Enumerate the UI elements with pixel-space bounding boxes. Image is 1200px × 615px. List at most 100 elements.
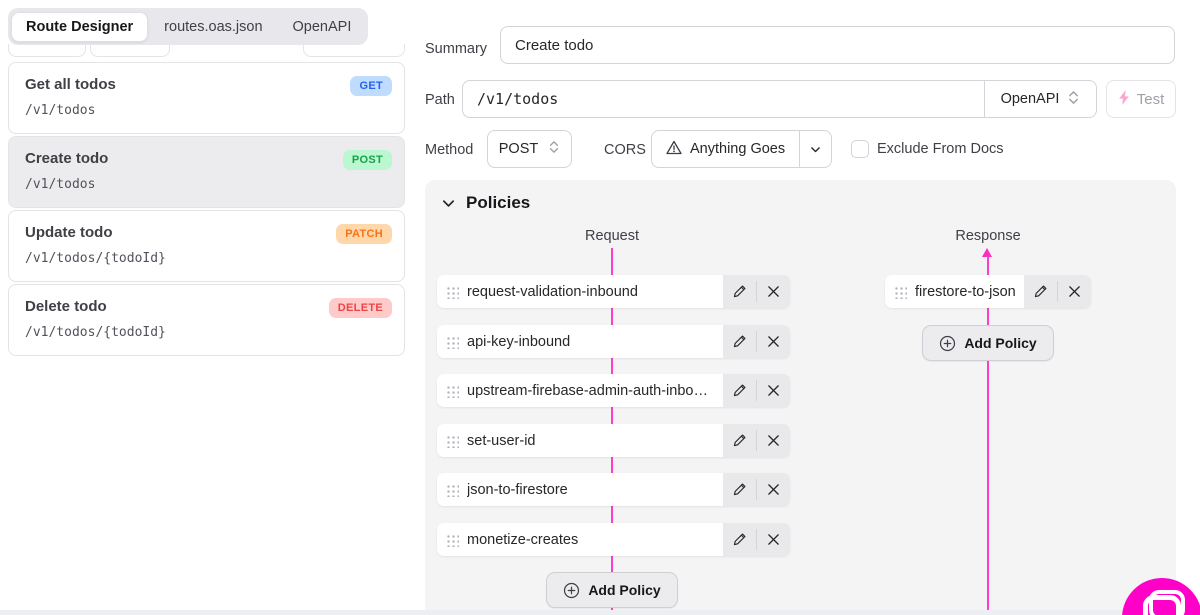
cors-select[interactable]: Anything Goes xyxy=(651,130,833,168)
cors-select-value: Anything Goes xyxy=(690,141,786,157)
summary-input[interactable]: Create todo xyxy=(500,26,1175,64)
policy-row-firestore-to-json[interactable]: firestore-to-json xyxy=(885,275,1091,308)
route-card-create-todo[interactable]: Create todo POST /v1/todos xyxy=(8,136,405,208)
policy-row-monetize-creates[interactable]: monetize-creates xyxy=(437,523,790,556)
add-policy-label: Add Policy xyxy=(588,582,661,598)
chevron-updown-icon xyxy=(1067,90,1080,109)
divider xyxy=(756,331,757,352)
remove-policy-button[interactable] xyxy=(757,424,790,457)
drag-handle-icon[interactable] xyxy=(445,482,459,497)
route-path: /v1/todos xyxy=(25,103,96,118)
sidebar-cutoff-button-1[interactable] xyxy=(8,44,86,57)
plus-circle-icon xyxy=(564,582,580,598)
route-card-get-all-todos[interactable]: Get all todos GET /v1/todos xyxy=(8,62,405,134)
route-path: /v1/todos/{todoId} xyxy=(25,325,166,340)
path-label: Path xyxy=(425,92,455,108)
policy-name: request-validation-inbound xyxy=(467,283,638,300)
route-card-delete-todo[interactable]: Delete todo DELETE /v1/todos/{todoId} xyxy=(8,284,405,356)
divider xyxy=(1057,281,1058,302)
route-path: /v1/todos/{todoId} xyxy=(25,251,166,266)
right-gutter xyxy=(1176,0,1200,615)
chevron-down-icon xyxy=(442,199,455,207)
test-button[interactable]: Test xyxy=(1106,80,1176,118)
drag-handle-icon[interactable] xyxy=(893,284,907,299)
policies-panel: Policies Request Response request-valida… xyxy=(425,180,1176,613)
policy-name: api-key-inbound xyxy=(467,333,571,350)
policy-row-set-user-id[interactable]: set-user-id xyxy=(437,424,790,457)
add-response-policy-button[interactable]: Add Policy xyxy=(922,325,1054,361)
remove-policy-button[interactable] xyxy=(757,374,790,407)
remove-policy-button[interactable] xyxy=(757,473,790,506)
route-path: /v1/todos xyxy=(25,177,96,192)
path-input[interactable]: /v1/todos xyxy=(477,90,559,108)
tab-route-designer[interactable]: Route Designer xyxy=(11,11,149,42)
remove-policy-button[interactable] xyxy=(757,325,790,358)
drag-handle-icon[interactable] xyxy=(445,284,459,299)
remove-policy-button[interactable] xyxy=(1058,275,1091,308)
cors-select-main: Anything Goes xyxy=(652,131,799,167)
request-column-label: Request xyxy=(584,228,640,244)
route-card-update-todo[interactable]: Update todo PATCH /v1/todos/{todoId} xyxy=(8,210,405,282)
policy-row-json-to-firestore[interactable]: json-to-firestore xyxy=(437,473,790,506)
policy-actions xyxy=(723,424,790,457)
route-title: Get all todos xyxy=(25,76,116,93)
sidebar-cutoff-button-3[interactable] xyxy=(303,44,405,57)
edit-policy-button[interactable] xyxy=(1024,275,1057,308)
tab-routes-oas-json[interactable]: routes.oas.json xyxy=(164,18,263,35)
drag-handle-icon[interactable] xyxy=(445,433,459,448)
route-title: Delete todo xyxy=(25,298,107,315)
drag-handle-icon[interactable] xyxy=(445,532,459,547)
divider xyxy=(756,479,757,500)
divider xyxy=(756,380,757,401)
exclude-from-docs-label: Exclude From Docs xyxy=(877,141,1004,157)
edit-policy-button[interactable] xyxy=(723,374,756,407)
policy-actions xyxy=(723,374,790,407)
edit-policy-button[interactable] xyxy=(723,325,756,358)
lightning-bolt-icon xyxy=(1118,89,1131,109)
remove-policy-button[interactable] xyxy=(757,523,790,556)
policy-actions xyxy=(723,325,790,358)
divider xyxy=(756,430,757,451)
method-badge-delete: DELETE xyxy=(328,298,392,318)
edit-policy-button[interactable] xyxy=(723,424,756,457)
drag-handle-icon[interactable] xyxy=(445,334,459,349)
policies-title: Policies xyxy=(466,193,531,212)
openapi-select[interactable]: OpenAPI xyxy=(984,81,1096,117)
cors-dropdown-caret[interactable] xyxy=(799,131,831,167)
edit-policy-button[interactable] xyxy=(723,523,756,556)
sidebar-cutoff-button-2[interactable] xyxy=(90,44,170,57)
add-policy-label: Add Policy xyxy=(964,335,1037,351)
plus-circle-icon xyxy=(940,335,956,351)
policy-name: monetize-creates xyxy=(467,531,579,548)
add-request-policy-button[interactable]: Add Policy xyxy=(546,572,678,608)
chevron-updown-icon xyxy=(548,140,560,158)
divider xyxy=(756,281,757,302)
method-badge-post: POST xyxy=(342,150,392,170)
response-flow-line xyxy=(987,256,989,613)
policy-row-request-validation-inbound[interactable]: request-validation-inbound xyxy=(437,275,790,308)
drag-handle-icon[interactable] xyxy=(445,383,459,398)
remove-policy-button[interactable] xyxy=(757,275,790,308)
policy-row-api-key-inbound[interactable]: api-key-inbound xyxy=(437,325,790,358)
edit-policy-button[interactable] xyxy=(723,473,756,506)
method-select-value: POST xyxy=(498,141,539,157)
chat-window-icon xyxy=(1143,595,1181,615)
policy-name: firestore-to-json xyxy=(915,283,1016,300)
cors-label: CORS xyxy=(604,142,646,158)
horizontal-scrollbar[interactable] xyxy=(0,610,1200,615)
tab-openapi[interactable]: OpenAPI xyxy=(292,18,352,35)
routes-sidebar: Get all todos GET /v1/todos Create todo … xyxy=(0,44,421,610)
exclude-from-docs-checkbox[interactable] xyxy=(851,140,869,158)
warning-triangle-icon xyxy=(666,140,682,159)
policy-actions xyxy=(723,523,790,556)
policies-collapse-toggle[interactable]: Policies xyxy=(441,193,530,213)
policy-row-upstream-firebase-admin-auth-inbound[interactable]: upstream-firebase-admin-auth-inbound xyxy=(437,374,790,407)
editor-tab-bar: Route Designer routes.oas.json OpenAPI xyxy=(8,8,369,45)
openapi-select-label: OpenAPI xyxy=(1000,91,1060,107)
method-badge-get: GET xyxy=(350,76,392,96)
method-select[interactable]: POST xyxy=(487,130,572,168)
divider xyxy=(756,529,757,550)
edit-policy-button[interactable] xyxy=(723,275,756,308)
route-title: Update todo xyxy=(25,224,113,241)
